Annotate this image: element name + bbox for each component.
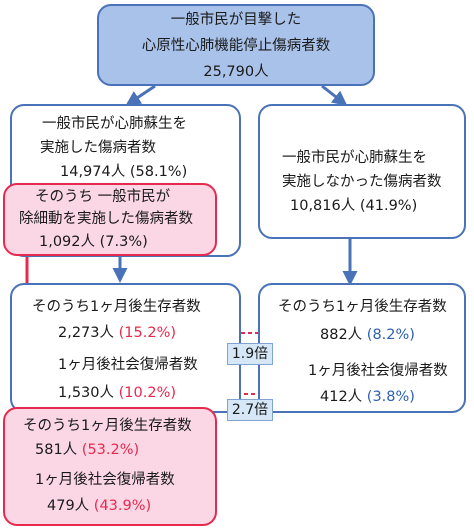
- right-return-label: 1ヶ月後社会復帰者数: [308, 363, 448, 379]
- right-survival-value: 882人 (8.2%): [320, 327, 415, 343]
- top-line-1: 一般市民が目撃した: [170, 12, 302, 28]
- arrow-top-to-right: [321, 84, 348, 106]
- arrow-top-to-left: [125, 84, 156, 106]
- return-ratio-badge: 2.7倍: [227, 399, 273, 421]
- survival-ratio-badge: 1.9倍: [227, 343, 273, 365]
- left-return-label: 1ヶ月後社会復帰者数: [58, 357, 198, 373]
- cpr-not-performed-box: 一般市民が心肺蘇生を 実施しなかった傷病者数 10,816人 (41.9%): [258, 104, 466, 239]
- right-return-value: 412人 (3.8%): [320, 389, 415, 405]
- cpr-not-performed-count: 10,816人 (41.9%): [290, 198, 418, 214]
- left-return-value: 1,530人 (10.2%): [58, 385, 177, 401]
- aed-return-value: 479人 (43.9%): [47, 498, 152, 514]
- cpr-performed-count: 14,974人 (58.1%): [60, 164, 188, 180]
- aed-line-2: 除細動を実施した傷病者数: [19, 211, 193, 227]
- aed-count: 1,092人 (7.3%): [39, 234, 148, 250]
- top-total-count: 25,790人: [203, 64, 269, 80]
- cpr-not-performed-outcome-box: そのうち1ヶ月後生存者数 882人 (8.2%) 1ヶ月後社会復帰者数 412人…: [258, 283, 466, 413]
- aed-return-label: 1ヶ月後社会復帰者数: [35, 472, 175, 488]
- aed-survival-label: そのうち1ヶ月後生存者数: [23, 418, 192, 434]
- aed-survival-value: 581人 (53.2%): [35, 442, 140, 458]
- aed-outcome-box: そのうち1ヶ月後生存者数 581人 (53.2%) 1ヶ月後社会復帰者数 479…: [3, 407, 217, 526]
- cpr-performed-line-1: 一般市民が心肺蘇生を: [42, 116, 187, 132]
- cpr-performed-line-2: 実施した傷病者数: [40, 140, 156, 156]
- cpr-not-performed-line-1: 一般市民が心肺蘇生を: [282, 150, 427, 166]
- aed-performed-box: そのうち 一般市民が 除細動を実施した傷病者数 1,092人 (7.3%): [3, 183, 217, 256]
- cpr-not-performed-line-2: 実施しなかった傷病者数: [282, 174, 442, 190]
- right-survival-label: そのうち1ヶ月後生存者数: [278, 299, 447, 315]
- left-survival-label: そのうち1ヶ月後生存者数: [32, 299, 201, 315]
- total-witnessed-box: 一般市民が目撃した 心原性心肺機能停止傷病者数 25,790人: [97, 4, 375, 86]
- left-survival-value: 2,273人 (15.2%): [58, 325, 177, 341]
- aed-line-1: そのうち 一般市民が: [35, 189, 171, 205]
- top-line-2: 心原性心肺機能停止傷病者数: [141, 38, 331, 54]
- cpr-performed-outcome-box: そのうち1ヶ月後生存者数 2,273人 (15.2%) 1ヶ月後社会復帰者数 1…: [10, 283, 241, 413]
